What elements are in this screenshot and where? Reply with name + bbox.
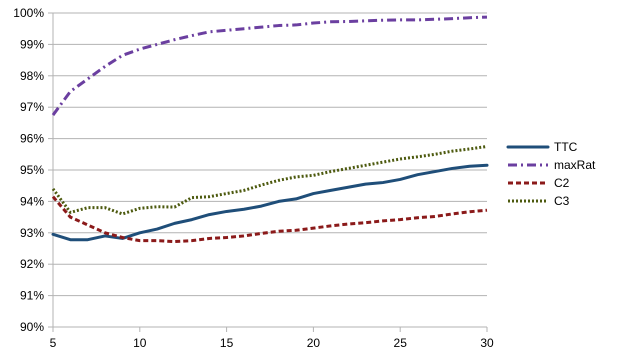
x-tick-label: 10 [133,336,147,350]
y-tick-label: 98% [20,69,44,83]
series-line-ttc [51,163,489,242]
gridlines [53,12,487,328]
series-line-maxrat [51,15,488,116]
y-tick-label: 97% [20,100,44,114]
series-line-c2 [51,195,488,244]
legend-label-c2: C2 [554,176,570,190]
y-tick-label: 91% [20,289,44,303]
x-tick-label: 25 [394,336,408,350]
series-lines [51,15,489,244]
y-tick-label: 100% [13,6,44,20]
x-tick-label: 15 [220,336,234,350]
y-tick-label: 95% [20,163,44,177]
x-tick-label: 5 [50,336,57,350]
legend-label-ttc: TTC [554,140,578,154]
legend-label-c3: C3 [554,194,570,208]
y-tick-label: 94% [20,194,44,208]
x-tick-label: 30 [480,336,494,350]
y-tick-label: 96% [20,132,44,146]
y-tick-label: 99% [20,37,44,51]
axes: 90% 91% 92% 93% 94% 95% 96% 97% 98% 99% 100% 5 10 15 2… [13,6,494,350]
legend-label-maxrat: maxRat [554,158,596,172]
y-tick-label: 93% [20,226,44,240]
y-tick-label: 92% [20,257,44,271]
y-tick-label: 90% [20,320,44,334]
x-tick-label: 20 [307,336,321,350]
legend: TTC maxRat C2 C3 [506,140,596,208]
